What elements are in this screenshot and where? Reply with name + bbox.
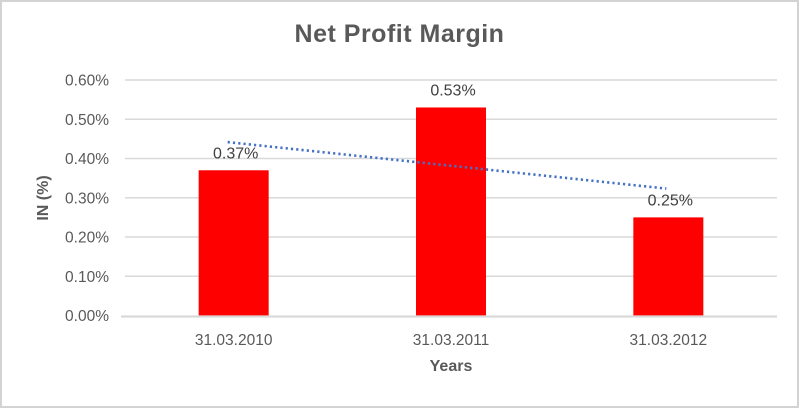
y-tick-label: 0.40% [65, 151, 109, 168]
data-label: 0.53% [430, 82, 475, 99]
y-tick-label: 0.30% [65, 190, 109, 207]
y-tick-label: 0.00% [65, 308, 109, 325]
x-tick-label: 31.03.2011 [413, 332, 489, 349]
data-label: 0.25% [648, 192, 693, 209]
bar-31.03.2012[interactable] [633, 217, 704, 316]
x-tick-label: 31.03.2010 [195, 332, 273, 349]
y-tick-label: 0.10% [65, 269, 109, 286]
chart-title: Net Profit Margin [294, 20, 505, 48]
y-tick-label: 0.60% [65, 73, 109, 90]
trendline[interactable] [227, 140, 667, 190]
bar-31.03.2011[interactable] [416, 107, 486, 316]
x-tick-label: 31.03.2012 [630, 332, 708, 349]
x-axis-title: Years [429, 358, 473, 375]
y-tick-label: 0.50% [65, 112, 109, 129]
y-tick-label: 0.20% [65, 230, 109, 247]
bar-31.03.2010[interactable] [198, 170, 269, 316]
data-label: 0.37% [213, 145, 258, 162]
